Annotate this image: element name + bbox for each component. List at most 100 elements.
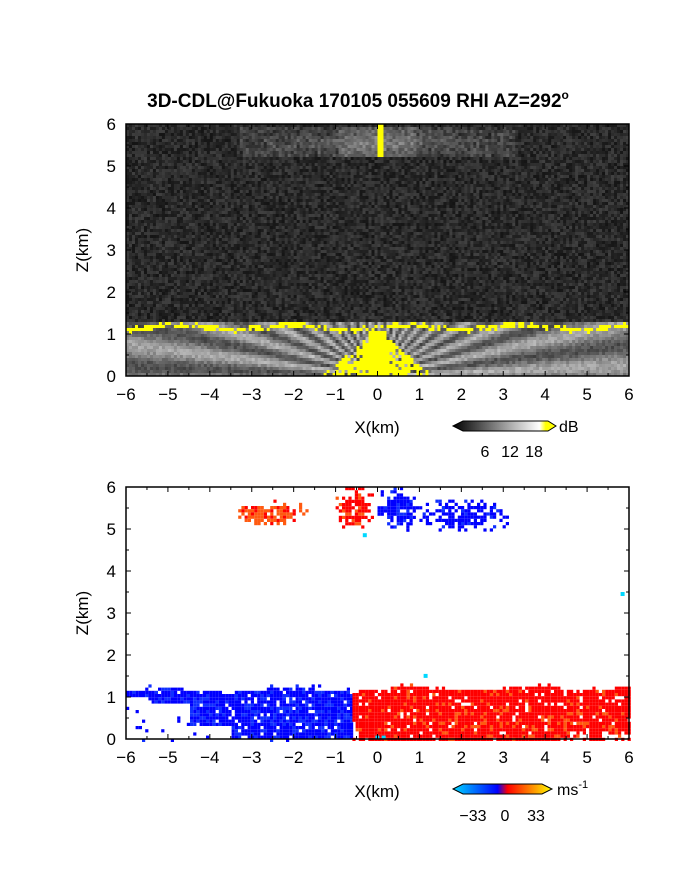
backscatter-cell: [539, 142, 543, 146]
backscatter-cell: [485, 151, 489, 155]
backscatter-cell: [224, 145, 229, 149]
backscatter-cell: [134, 178, 139, 182]
backscatter-cell: [419, 127, 423, 131]
backscatter-cell: [137, 181, 142, 185]
backscatter-cell: [584, 196, 588, 200]
backscatter-cell: [599, 205, 603, 209]
backscatter-cell: [479, 202, 483, 206]
backscatter-cell: [491, 190, 495, 194]
backscatter-cell: [428, 154, 432, 158]
backscatter-cell: [308, 130, 313, 134]
backscatter-cell: [617, 202, 621, 206]
backscatter-cell: [548, 205, 552, 209]
backscatter-cell: [491, 157, 495, 161]
backscatter-cell: [164, 151, 169, 155]
backscatter-cell: [197, 175, 202, 179]
backscatter-cell: [374, 196, 378, 200]
backscatter-cell: [563, 139, 567, 143]
backscatter-cell: [614, 127, 618, 131]
backscatter-cell: [545, 166, 549, 170]
backscatter-cell: [299, 160, 304, 164]
backscatter-cell: [230, 157, 235, 161]
backscatter-cell: [482, 148, 486, 152]
backscatter-cell: [614, 163, 618, 167]
backscatter-cell: [512, 196, 516, 200]
backscatter-cell: [215, 154, 220, 158]
backscatter-cell: [227, 178, 232, 182]
backscatter-cell: [428, 166, 432, 170]
backscatter-cell: [497, 136, 501, 140]
backscatter-cell: [485, 202, 489, 206]
backscatter-cell: [134, 184, 139, 188]
backscatter-cell: [341, 199, 345, 203]
backscatter-cell: [278, 208, 283, 212]
backscatter-cell: [458, 136, 462, 140]
backscatter-cell: [410, 169, 414, 173]
backscatter-cell: [527, 142, 531, 146]
backscatter-cell: [437, 175, 441, 179]
backscatter-cell: [395, 181, 399, 185]
backscatter-cell: [194, 208, 199, 212]
backscatter-cell: [353, 139, 357, 143]
backscatter-cell: [260, 169, 265, 173]
backscatter-cell: [158, 127, 163, 131]
backscatter-cell: [461, 139, 465, 143]
backscatter-cell: [602, 130, 606, 134]
backscatter-cell: [437, 163, 441, 167]
backscatter-cell: [368, 142, 372, 146]
backscatter-cell: [539, 154, 543, 158]
backscatter-cell: [374, 166, 378, 170]
backscatter-cell: [323, 133, 327, 137]
backscatter-cell: [437, 202, 441, 206]
backscatter-cell: [230, 148, 235, 152]
backscatter-cell: [437, 187, 441, 191]
backscatter-cell: [416, 169, 420, 173]
backscatter-cell: [338, 193, 342, 197]
backscatter-cell: [611, 127, 615, 131]
backscatter-cell: [530, 145, 534, 149]
backscatter-cell: [149, 157, 154, 161]
backscatter-cell: [419, 211, 423, 215]
backscatter-cell: [152, 172, 157, 176]
backscatter-cell: [506, 169, 510, 173]
backscatter-cell: [542, 184, 546, 188]
backscatter-cell: [185, 136, 190, 140]
backscatter-cell: [512, 163, 516, 167]
backscatter-cell: [377, 208, 381, 212]
backscatter-cell: [326, 154, 330, 158]
backscatter-cell: [215, 193, 220, 197]
backscatter-cell: [254, 160, 259, 164]
backscatter-cell: [626, 157, 630, 161]
backscatter-cell: [401, 136, 405, 140]
backscatter-cell: [335, 187, 339, 191]
backscatter-cell: [362, 178, 366, 182]
backscatter-cell: [236, 151, 241, 155]
backscatter-cell: [620, 136, 624, 140]
backscatter-cell: [389, 124, 393, 128]
backscatter-cell: [167, 172, 172, 176]
backscatter-cell: [455, 193, 459, 197]
backscatter-cell: [311, 187, 316, 191]
backscatter-cell: [530, 187, 534, 191]
backscatter-cell: [212, 205, 217, 209]
backscatter-cell: [374, 148, 378, 152]
backscatter-cell: [185, 130, 190, 134]
backscatter-cell: [197, 163, 202, 167]
backscatter-cell: [212, 124, 217, 128]
backscatter-cell: [239, 172, 244, 176]
backscatter-cell: [626, 181, 630, 185]
backscatter-cell: [146, 199, 151, 203]
backscatter-cell: [584, 172, 588, 176]
backscatter-cell: [293, 202, 298, 206]
backscatter-cell: [131, 151, 136, 155]
backscatter-cell: [314, 193, 319, 197]
backscatter-cell: [293, 184, 298, 188]
backscatter-cell: [278, 196, 283, 200]
backscatter-cell: [587, 133, 591, 137]
backscatter-cell: [413, 196, 417, 200]
backscatter-cell: [620, 172, 624, 176]
backscatter-cell: [170, 184, 175, 188]
backscatter-cell: [131, 193, 136, 197]
backscatter-cell: [608, 145, 612, 149]
backscatter-cell: [218, 160, 223, 164]
